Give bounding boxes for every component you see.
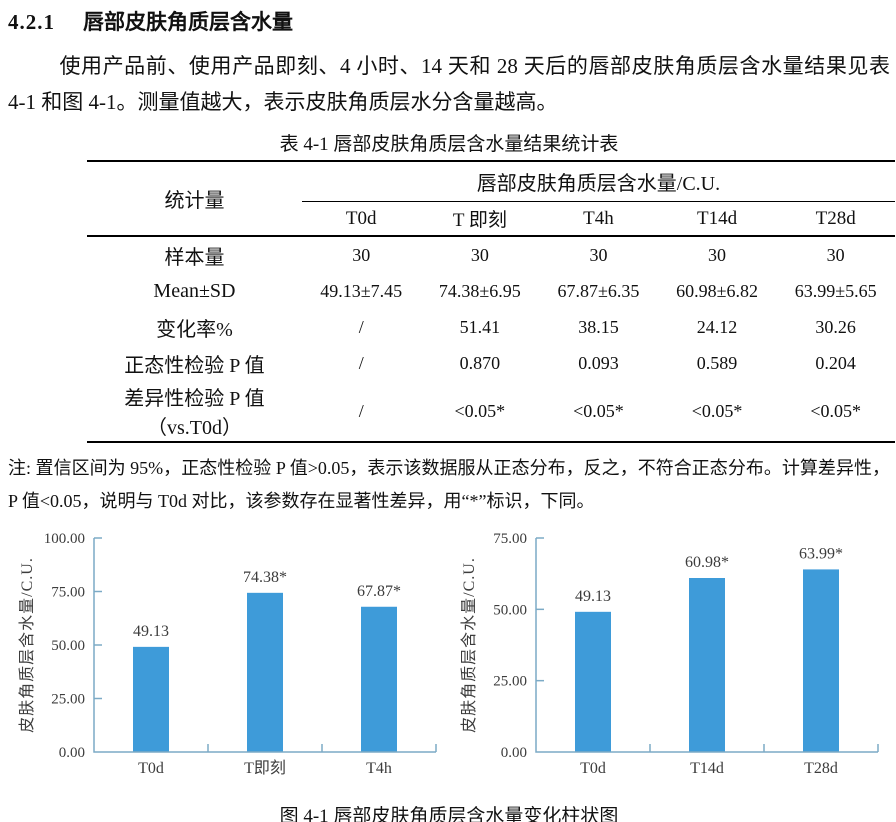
section-number: 4.2.1 [8, 10, 55, 34]
span-header: 唇部皮肤角质层含水量/C.U. [301, 161, 895, 202]
table-cell: / [358, 400, 364, 421]
row-label: 正态性检验 P 值 [124, 354, 265, 377]
table-row: 正态性检验 P 值 / 0.870 0.093 0.589 0.204 [87, 345, 895, 381]
table-cell: <0.05* [454, 400, 506, 421]
time-header-cell: T28d [815, 207, 856, 229]
table-cell: 0.589 [696, 352, 738, 373]
table-cell: 30 [826, 244, 845, 265]
y-axis-label: 皮肤角质层含水量/C.U. [18, 557, 36, 733]
table-cell: 60.98±6.82 [676, 280, 758, 301]
time-header-cell: T4h [583, 207, 614, 229]
table-row: 变化率% / 51.41 38.15 24.12 30.26 [87, 309, 895, 345]
table-cell: 67.87±6.35 [557, 280, 640, 301]
row-label: 样本量 [164, 246, 225, 269]
table-row: Mean±SD 49.13±7.45 74.38±6.95 67.87±6.35 60.… [87, 273, 895, 309]
category-label: T即刻 [244, 759, 286, 777]
category-label: T28d [804, 760, 838, 777]
category-label: T14d [690, 760, 724, 777]
category-label: T0d [138, 760, 164, 777]
bar-value-label: 49.13 [575, 588, 611, 605]
table-cell: 30 [352, 244, 371, 265]
y-tick-label: 0.00 [59, 745, 85, 761]
stats-table-body: 样本量 30 30 30 30 30 Mean±SD 49.13±7.45 74.38±6.95… [87, 236, 895, 442]
y-tick-label: 50.00 [493, 602, 527, 618]
table-cell: 30 [708, 244, 727, 265]
y-tick-label: 75.00 [51, 585, 85, 601]
chart-figure-right: 0.00 25.00 50.00 75.00 T0d 49.13 T14d 60.98* T28… [450, 524, 892, 791]
table-cell: 30 [589, 244, 608, 265]
table-cell: 49.13±7.45 [320, 280, 403, 301]
bar [361, 606, 397, 752]
table-cell: 74.38±6.95 [438, 280, 521, 301]
figure-caption: 图 4-1 唇部皮肤角质层含水量变化柱状图 [279, 806, 619, 822]
y-tick-label: 100.00 [44, 531, 85, 547]
y-tick-label: 25.00 [493, 674, 527, 690]
row-label: 变化率% [156, 318, 233, 341]
stats-table: 统计量 唇部皮肤角质层含水量/C.U. T0d T 即刻 T4h T14d T28d 样… [87, 160, 895, 443]
table-cell: 38.15 [578, 316, 619, 337]
time-header-cell: T0d [345, 207, 377, 229]
bar-value-label: 49.13 [133, 623, 169, 640]
table-cell: 0.870 [459, 352, 501, 373]
row-label: Mean±SD [153, 279, 236, 302]
y-axis-label: 皮肤角质层含水量/C.U. [460, 557, 478, 733]
table-cell: 0.204 [815, 352, 856, 373]
row-label: 差异性检验 P 值（vs.T0d） [124, 388, 265, 439]
category-label: T4h [366, 760, 392, 777]
table-row: 样本量 30 30 30 30 30 [87, 236, 895, 273]
table-cell: <0.05* [810, 400, 861, 421]
section-heading: 4.2.1 唇部皮肤角质层含水量 [8, 8, 890, 36]
bar-value-label: 60.98* [685, 554, 729, 571]
table-cell: / [358, 352, 364, 373]
bar [133, 646, 169, 752]
bar-value-label: 74.38* [243, 569, 287, 586]
table-cell: 0.093 [578, 352, 619, 373]
bar-value-label: 63.99* [799, 545, 843, 562]
table-note: 注: 置信区间为 95%，正态性检验 P 值>0.05，表示该数据服从正态分布，… [8, 458, 890, 511]
table-row: 差异性检验 P 值（vs.T0d） / <0.05* <0.05* <0.05* <0.0… [87, 381, 895, 442]
bar [575, 611, 611, 752]
table-cell: 63.99±5.65 [794, 280, 877, 301]
time-header-cell: T14d [697, 207, 738, 229]
y-tick-label: 0.00 [501, 745, 527, 761]
intro-paragraph: 使用产品前、使用产品即刻、4 小时、14 天和 28 天后的唇部皮肤角质层含水量… [8, 54, 890, 114]
table-cell: / [358, 316, 364, 337]
bar [803, 569, 839, 752]
time-header-cell: T 即刻 [452, 210, 507, 231]
table-cell: 30.26 [815, 316, 856, 337]
stat-col-header: 统计量 [164, 190, 225, 212]
table-cell: 30 [470, 244, 489, 265]
category-label: T0d [580, 760, 606, 777]
table-cell: <0.05* [573, 400, 624, 421]
chart-figure-left: 0.00 25.00 50.00 75.00 100.00 T0d 49.13 T即刻 74.3… [8, 524, 450, 791]
stats-table-header: 统计量 唇部皮肤角质层含水量/C.U. T0d T 即刻 T4h T14d T28d [87, 161, 895, 236]
y-tick-label: 25.00 [51, 692, 85, 708]
bar [689, 578, 725, 752]
bar-chart-left: 0.00 25.00 50.00 75.00 100.00 T0d 49.13 T即刻 74.3… [18, 531, 437, 777]
y-tick-label: 75.00 [493, 531, 527, 547]
bar-value-label: 67.87* [357, 583, 401, 600]
table-cell: 24.12 [696, 316, 738, 337]
table-cell: 51.41 [459, 316, 501, 337]
table-cell: <0.05* [691, 400, 743, 421]
section-title: 唇部皮肤角质层含水量 [83, 10, 293, 34]
time-header-row: T0d T 即刻 T4h T14d T28d [87, 202, 895, 237]
bar-chart-right: 0.00 25.00 50.00 75.00 T0d 49.13 T14d 60.98* T28… [460, 531, 879, 777]
table-caption: 表 4-1 唇部皮肤角质层含水量结果统计表 [279, 134, 619, 155]
figure-area: 0.00 25.00 50.00 75.00 100.00 T0d 49.13 T即刻 74.3… [8, 524, 890, 791]
y-tick-label: 50.00 [51, 638, 85, 654]
bar [247, 592, 283, 752]
